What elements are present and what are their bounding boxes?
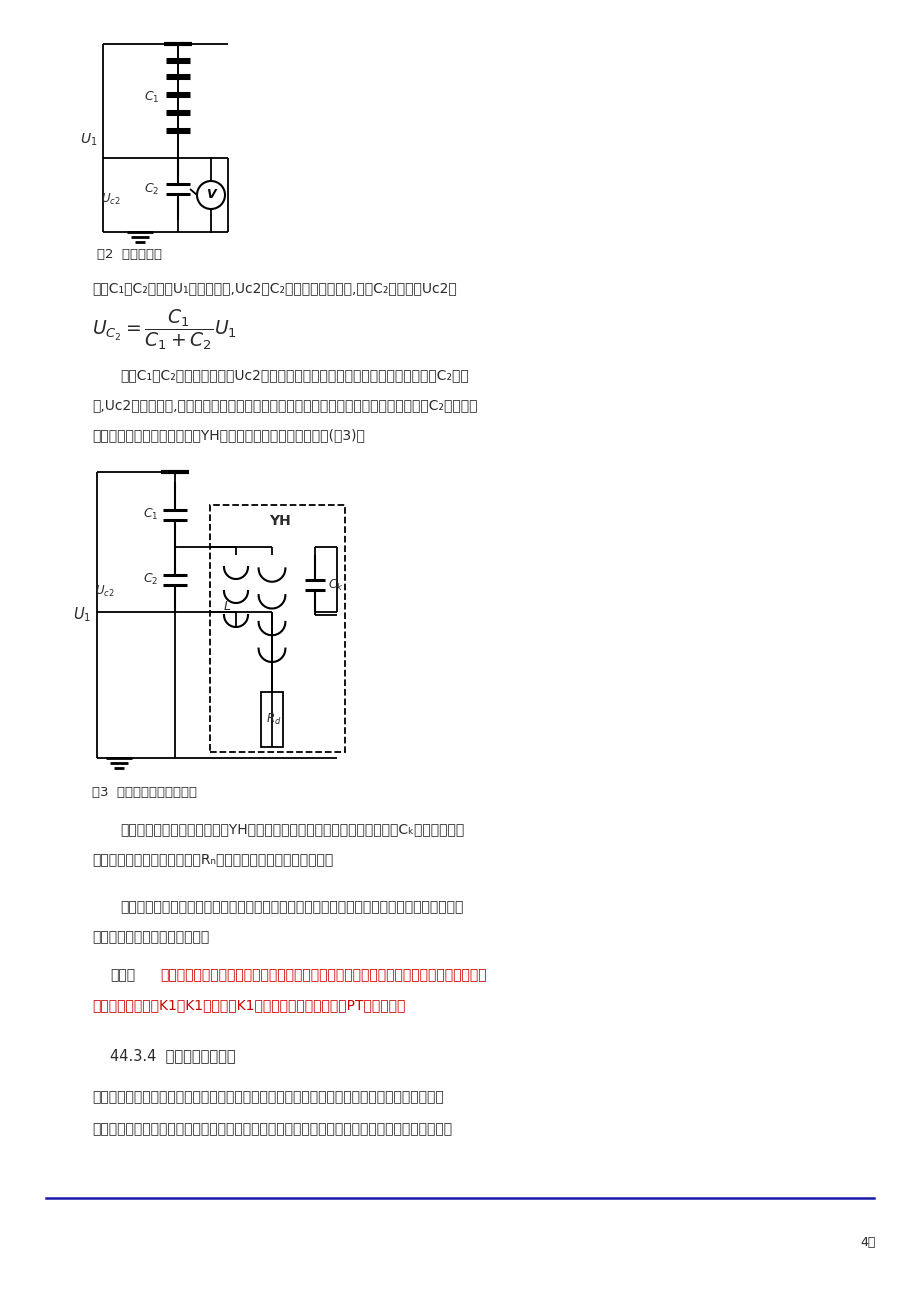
Text: 时,Uc2将大大减小,以致误差增大而无法作电压互感器使用。为了克服这个缺点，在电容C₂两端并联: 时,Uc2将大大减小,以致误差增大而无法作电压互感器使用。为了克服这个缺点，在电… — [92, 398, 477, 411]
Text: $U_{C_2} = \dfrac{C_1}{C_1+C_2}U_1$: $U_{C_2} = \dfrac{C_1}{C_1+C_2}U_1$ — [92, 307, 236, 353]
Text: 电容C₁和C₂串联，U₁为原边电压,Uc2为C₂上的电压。空载时,电容C₂上的电压Uc2为: 电容C₁和C₂串联，U₁为原边电压,Uc2为C₂上的电压。空载时,电容C₂上的电… — [92, 281, 456, 296]
Text: $U_1$: $U_1$ — [73, 605, 91, 625]
Text: $U_{c2}$: $U_{c2}$ — [101, 191, 120, 207]
Text: 电压互感器二次回路不能短路，否则会引起烧坏线圈，为了防止二次端的短路引起主电路: 电压互感器二次回路不能短路，否则会引起烧坏线圈，为了防止二次端的短路引起主电路 — [160, 967, 486, 982]
Text: L: L — [223, 600, 231, 613]
Text: 由于C₁和C₂均为常数，因此Uc2正比于原边电压。但实际上，当负载并联于电容C₂两端: 由于C₁和C₂均为常数，因此Uc2正比于原边电压。但实际上，当负载并联于电容C₂… — [119, 368, 469, 381]
Text: $C_2$: $C_2$ — [143, 572, 158, 587]
Text: 电压互感器在电力系统中要测量的电压有线电压、相电压、相对地电压和单相接地时出现的零序: 电压互感器在电力系统中要测量的电压有线电压、相电压、相对地电压和单相接地时出现的… — [92, 1090, 443, 1104]
Text: YH: YH — [269, 514, 290, 529]
Text: 一带电抗的电磁式电压互感器YH，组成电容分压式电压互感器(图3)。: 一带电抗的电磁式电压互感器YH，组成电容分压式电压互感器(图3)。 — [92, 428, 365, 441]
Text: $C_k$: $C_k$ — [328, 578, 343, 592]
Text: 电容式电压互感器多与电力系统载波通信的耦合电容器合用，以简化系统，降低造价。此时，: 电容式电压互感器多与电力系统载波通信的耦合电容器合用，以简化系统，降低造价。此时… — [119, 900, 463, 914]
Text: 干扰，加空气开关K1。K1是常闭，K1跳闸时，保护装置将显示PT断线报警。: 干扰，加空气开关K1。K1是常闭，K1跳闸时，保护装置将显示PT断线报警。 — [92, 999, 405, 1012]
Bar — [261, 691, 283, 747]
Text: 44.3.4  电压互感器的接线: 44.3.4 电压互感器的接线 — [110, 1048, 235, 1062]
Text: 电压。为了测取这些电压，电压互感器就有了不同的接线方式，最常见的有以下几种，如图所示：: 电压。为了测取这些电压，电压互感器就有了不同的接线方式，最常见的有以下几种，如图… — [92, 1122, 451, 1137]
Text: 电抗可补偿电容器的内阻抗。YH有两个副绕组，第一副绕组可接补偿电容Cₖ供测量仪表使: 电抗可补偿电容器的内阻抗。YH有两个副绕组，第一副绕组可接补偿电容Cₖ供测量仪表… — [119, 822, 464, 836]
Bar — [210, 505, 345, 753]
Text: $C_1$: $C_1$ — [143, 506, 159, 522]
Text: V: V — [206, 189, 216, 202]
Text: 它还需满足通信运行上的要求。: 它还需满足通信运行上的要求。 — [92, 930, 209, 944]
Text: $U_{c2}$: $U_{c2}$ — [96, 585, 115, 599]
Text: $U_1$: $U_1$ — [80, 132, 97, 148]
Text: 4页: 4页 — [859, 1236, 875, 1249]
Text: $C_1$: $C_1$ — [144, 90, 160, 104]
Text: 图2  电容分压器: 图2 电容分压器 — [96, 249, 162, 262]
Text: $C_2$: $C_2$ — [144, 181, 160, 197]
Text: $R_d$: $R_d$ — [266, 712, 281, 727]
Circle shape — [197, 181, 225, 210]
Text: 图3  电容分压式电压互感器: 图3 电容分压式电压互感器 — [92, 786, 197, 799]
Text: 用；第二副绕组可接阻尼电阻Rₙ，用以防止谐振引起的过电压。: 用；第二副绕组可接阻尼电阻Rₙ，用以防止谐振引起的过电压。 — [92, 852, 333, 866]
Text: 注意：: 注意： — [110, 967, 135, 982]
